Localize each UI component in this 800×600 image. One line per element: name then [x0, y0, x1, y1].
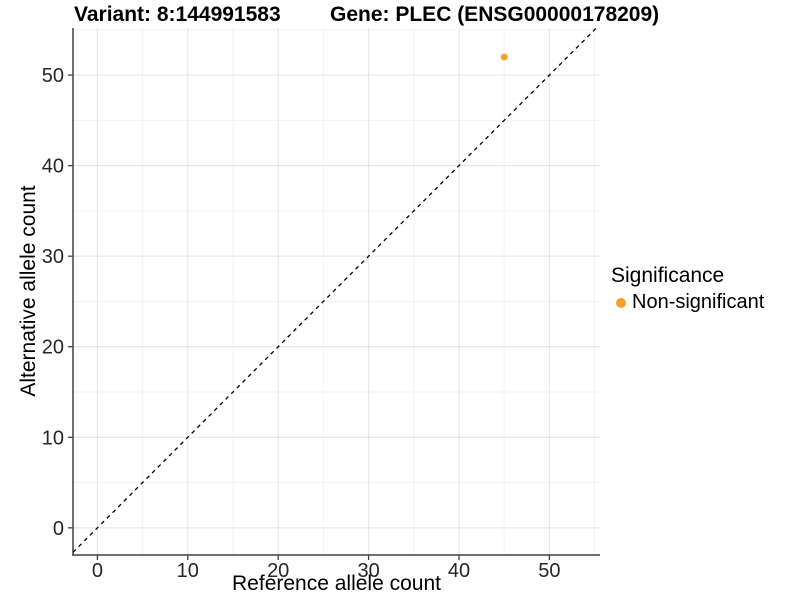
legend-title: Significance	[611, 264, 725, 287]
legend-item-label: Non-significant	[632, 291, 765, 313]
identity-dashed-line	[72, 27, 597, 553]
legend-point-icon	[616, 297, 626, 308]
x-tick-label: 50	[538, 560, 560, 582]
y-axis-title: Alternative allele count	[17, 185, 40, 397]
y-tick-label: 0	[53, 518, 64, 540]
legend-item-non-significant: Non-significant	[611, 291, 764, 314]
y-tick-label: 10	[42, 427, 64, 449]
x-tick-label: 0	[92, 560, 103, 582]
legend: Significance Non-significant	[611, 262, 764, 314]
plot-title-gene: Gene: PLEC (ENSG00000178209)	[330, 3, 660, 26]
x-axis-title: Reference allele count	[232, 572, 441, 595]
x-tick-label: 10	[177, 560, 199, 582]
x-tick-label: 40	[448, 560, 470, 582]
y-tick-label: 20	[42, 337, 64, 359]
x-tick-label: 30	[357, 560, 379, 582]
plot-title-variant: Variant: 8:144991583	[74, 3, 281, 26]
y-tick-label: 30	[42, 246, 64, 268]
x-tick-label: 20	[267, 560, 289, 582]
data-point	[500, 53, 508, 61]
y-tick-label: 40	[42, 156, 64, 178]
y-tick-label: 50	[42, 65, 64, 87]
